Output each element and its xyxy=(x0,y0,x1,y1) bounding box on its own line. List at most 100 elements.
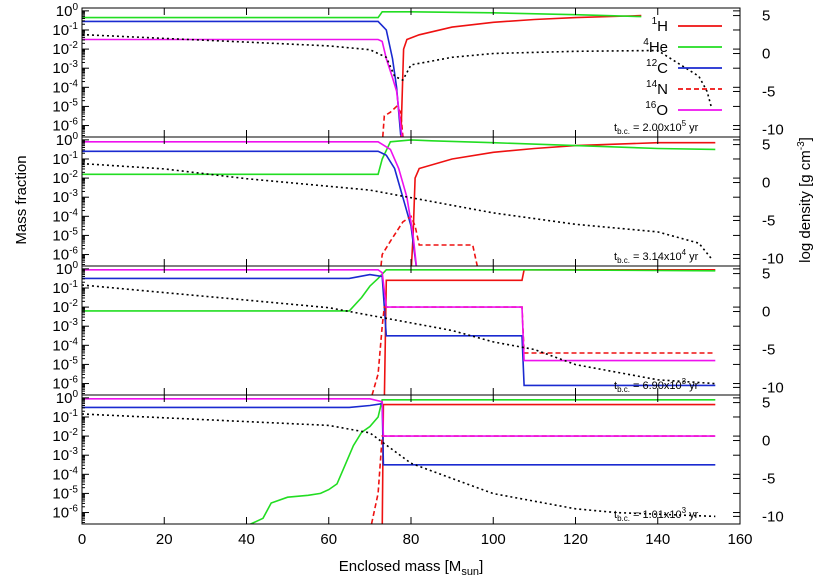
tick-base: 10 xyxy=(56,132,73,149)
tick-base: 10 xyxy=(52,227,69,244)
tick-exponent: 0 xyxy=(72,389,78,400)
y-left-tick-label: 10-5 xyxy=(52,97,78,115)
y-left-tick-label: 10-2 xyxy=(52,169,78,187)
y-right-axis-label-close: ] xyxy=(797,137,814,141)
y-left-tick-label: 10-5 xyxy=(52,355,78,373)
density-line xyxy=(82,413,716,518)
time-label: tb.c. = 1.01x103 yr xyxy=(614,506,699,523)
tick-exponent: -4 xyxy=(69,207,78,218)
x-axis-label-close: ] xyxy=(479,558,483,575)
panel-1: 10010-110-210-310-410-510-650-5-10tb.c. … xyxy=(52,2,783,139)
y-right-axis-label-text: log density [g cm xyxy=(797,150,814,263)
time-label-exponent: 3 xyxy=(682,506,687,515)
tick-base: 10 xyxy=(52,60,69,77)
tick-base: 10 xyxy=(52,466,69,483)
x-tick-label: 120 xyxy=(563,531,588,548)
series-line-o xyxy=(82,398,716,437)
time-label-exponent: 4 xyxy=(682,248,687,257)
tick-exponent: -2 xyxy=(69,427,78,438)
series-line-n xyxy=(370,435,716,524)
time-label: tb.c. = 3.14x104 yr xyxy=(614,248,699,265)
y-left-tick-label: 10-6 xyxy=(52,246,78,264)
tick-exponent: -6 xyxy=(69,375,78,386)
y-left-axis-label: Mass fraction xyxy=(13,155,30,244)
tick-exponent: -4 xyxy=(69,465,78,476)
y-left-tick-label: 10-3 xyxy=(52,188,78,206)
x-tick-label: 140 xyxy=(645,531,670,548)
panel-frame xyxy=(81,7,741,138)
tick-exponent: -2 xyxy=(69,169,78,180)
time-label-subscript: b.c. xyxy=(617,256,630,265)
tick-base: 10 xyxy=(52,428,69,445)
y-left-tick-label: 100 xyxy=(56,131,79,149)
tick-exponent: -1 xyxy=(69,21,78,32)
density-line xyxy=(82,284,716,385)
legend-label-h: 1H xyxy=(652,16,668,35)
tick-base: 10 xyxy=(52,280,69,297)
panel-2: 10010-110-210-310-410-510-650-5-10tb.c. … xyxy=(52,131,784,268)
series-line-he xyxy=(82,11,642,19)
series-line-h xyxy=(410,141,716,266)
density-line xyxy=(82,162,712,259)
legend-label-mass-number: 1 xyxy=(652,16,658,27)
y-left-tick-label: 10-2 xyxy=(52,40,78,58)
time-label-value: = 2.00x10 xyxy=(630,122,682,134)
y-left-tick-label: 10-4 xyxy=(52,336,78,354)
panel-plot-area xyxy=(82,398,716,524)
y-left-tick-label: 10-3 xyxy=(52,317,78,335)
time-label-subscript: b.c. xyxy=(617,127,630,136)
series-line-h xyxy=(400,14,642,137)
tick-base: 10 xyxy=(56,390,73,407)
series-line-he xyxy=(248,399,716,524)
tick-exponent: 0 xyxy=(72,2,78,13)
series-line-he xyxy=(82,269,716,312)
y-right-tick-label: -10 xyxy=(762,250,784,267)
tick-exponent: -1 xyxy=(69,408,78,419)
legend-label-n: 14N xyxy=(646,79,668,98)
tick-exponent: -4 xyxy=(69,78,78,89)
tick-exponent: -6 xyxy=(69,246,78,257)
time-label-value: = 6.90x10 xyxy=(630,380,682,392)
y-left-tick-label: 10-2 xyxy=(52,427,78,445)
y-left-tick-label: 10-1 xyxy=(52,408,78,426)
y-left-tick-label: 10-4 xyxy=(52,78,78,96)
tick-base: 10 xyxy=(52,79,69,96)
y-left-tick-label: 10-3 xyxy=(52,59,78,77)
y-left-tick-label: 10-1 xyxy=(52,21,78,39)
y-right-tick-label: 5 xyxy=(762,266,770,283)
y-left-tick-label: 10-5 xyxy=(52,484,78,502)
x-tick-label: 80 xyxy=(403,531,420,548)
tick-base: 10 xyxy=(52,505,69,522)
series-line-o xyxy=(82,141,418,266)
legend-label-element: N xyxy=(657,81,668,98)
panel-frame xyxy=(81,136,741,267)
tick-exponent: -1 xyxy=(69,150,78,161)
legend-label-mass-number: 4 xyxy=(643,37,649,48)
y-left-tick-label: 10-4 xyxy=(52,465,78,483)
y-right-tick-label: 0 xyxy=(762,46,770,63)
panel-4: 10010-110-210-310-410-510-650-5-10tb.c. … xyxy=(52,389,783,526)
y-right-tick-label: 0 xyxy=(762,304,770,321)
series-line-he xyxy=(82,139,716,176)
tick-base: 10 xyxy=(52,409,69,426)
tick-base: 10 xyxy=(52,337,69,354)
legend-label-element: O xyxy=(656,102,668,119)
y-right-tick-label: -5 xyxy=(762,470,775,487)
time-label: tb.c. = 2.00x105 yr xyxy=(614,119,699,136)
y-right-tick-label: -5 xyxy=(762,212,775,229)
tick-base: 10 xyxy=(52,447,69,464)
y-left-tick-label: 10-1 xyxy=(52,279,78,297)
y-right-tick-label: -5 xyxy=(762,341,775,358)
series-line-o xyxy=(82,38,403,137)
legend-label-element: H xyxy=(657,18,668,35)
tick-base: 10 xyxy=(56,3,73,20)
tick-exponent: -3 xyxy=(69,59,78,70)
series-line-n xyxy=(381,105,404,137)
tick-base: 10 xyxy=(52,170,69,187)
x-axis-label-text: Enclosed mass [M xyxy=(339,558,462,575)
series-line-n xyxy=(380,215,479,266)
tick-exponent: -5 xyxy=(69,484,78,495)
legend-label-c: 12C xyxy=(646,58,668,77)
x-tick-label: 60 xyxy=(320,531,337,548)
time-label: tb.c. = 6.90x103 yr xyxy=(614,377,699,394)
